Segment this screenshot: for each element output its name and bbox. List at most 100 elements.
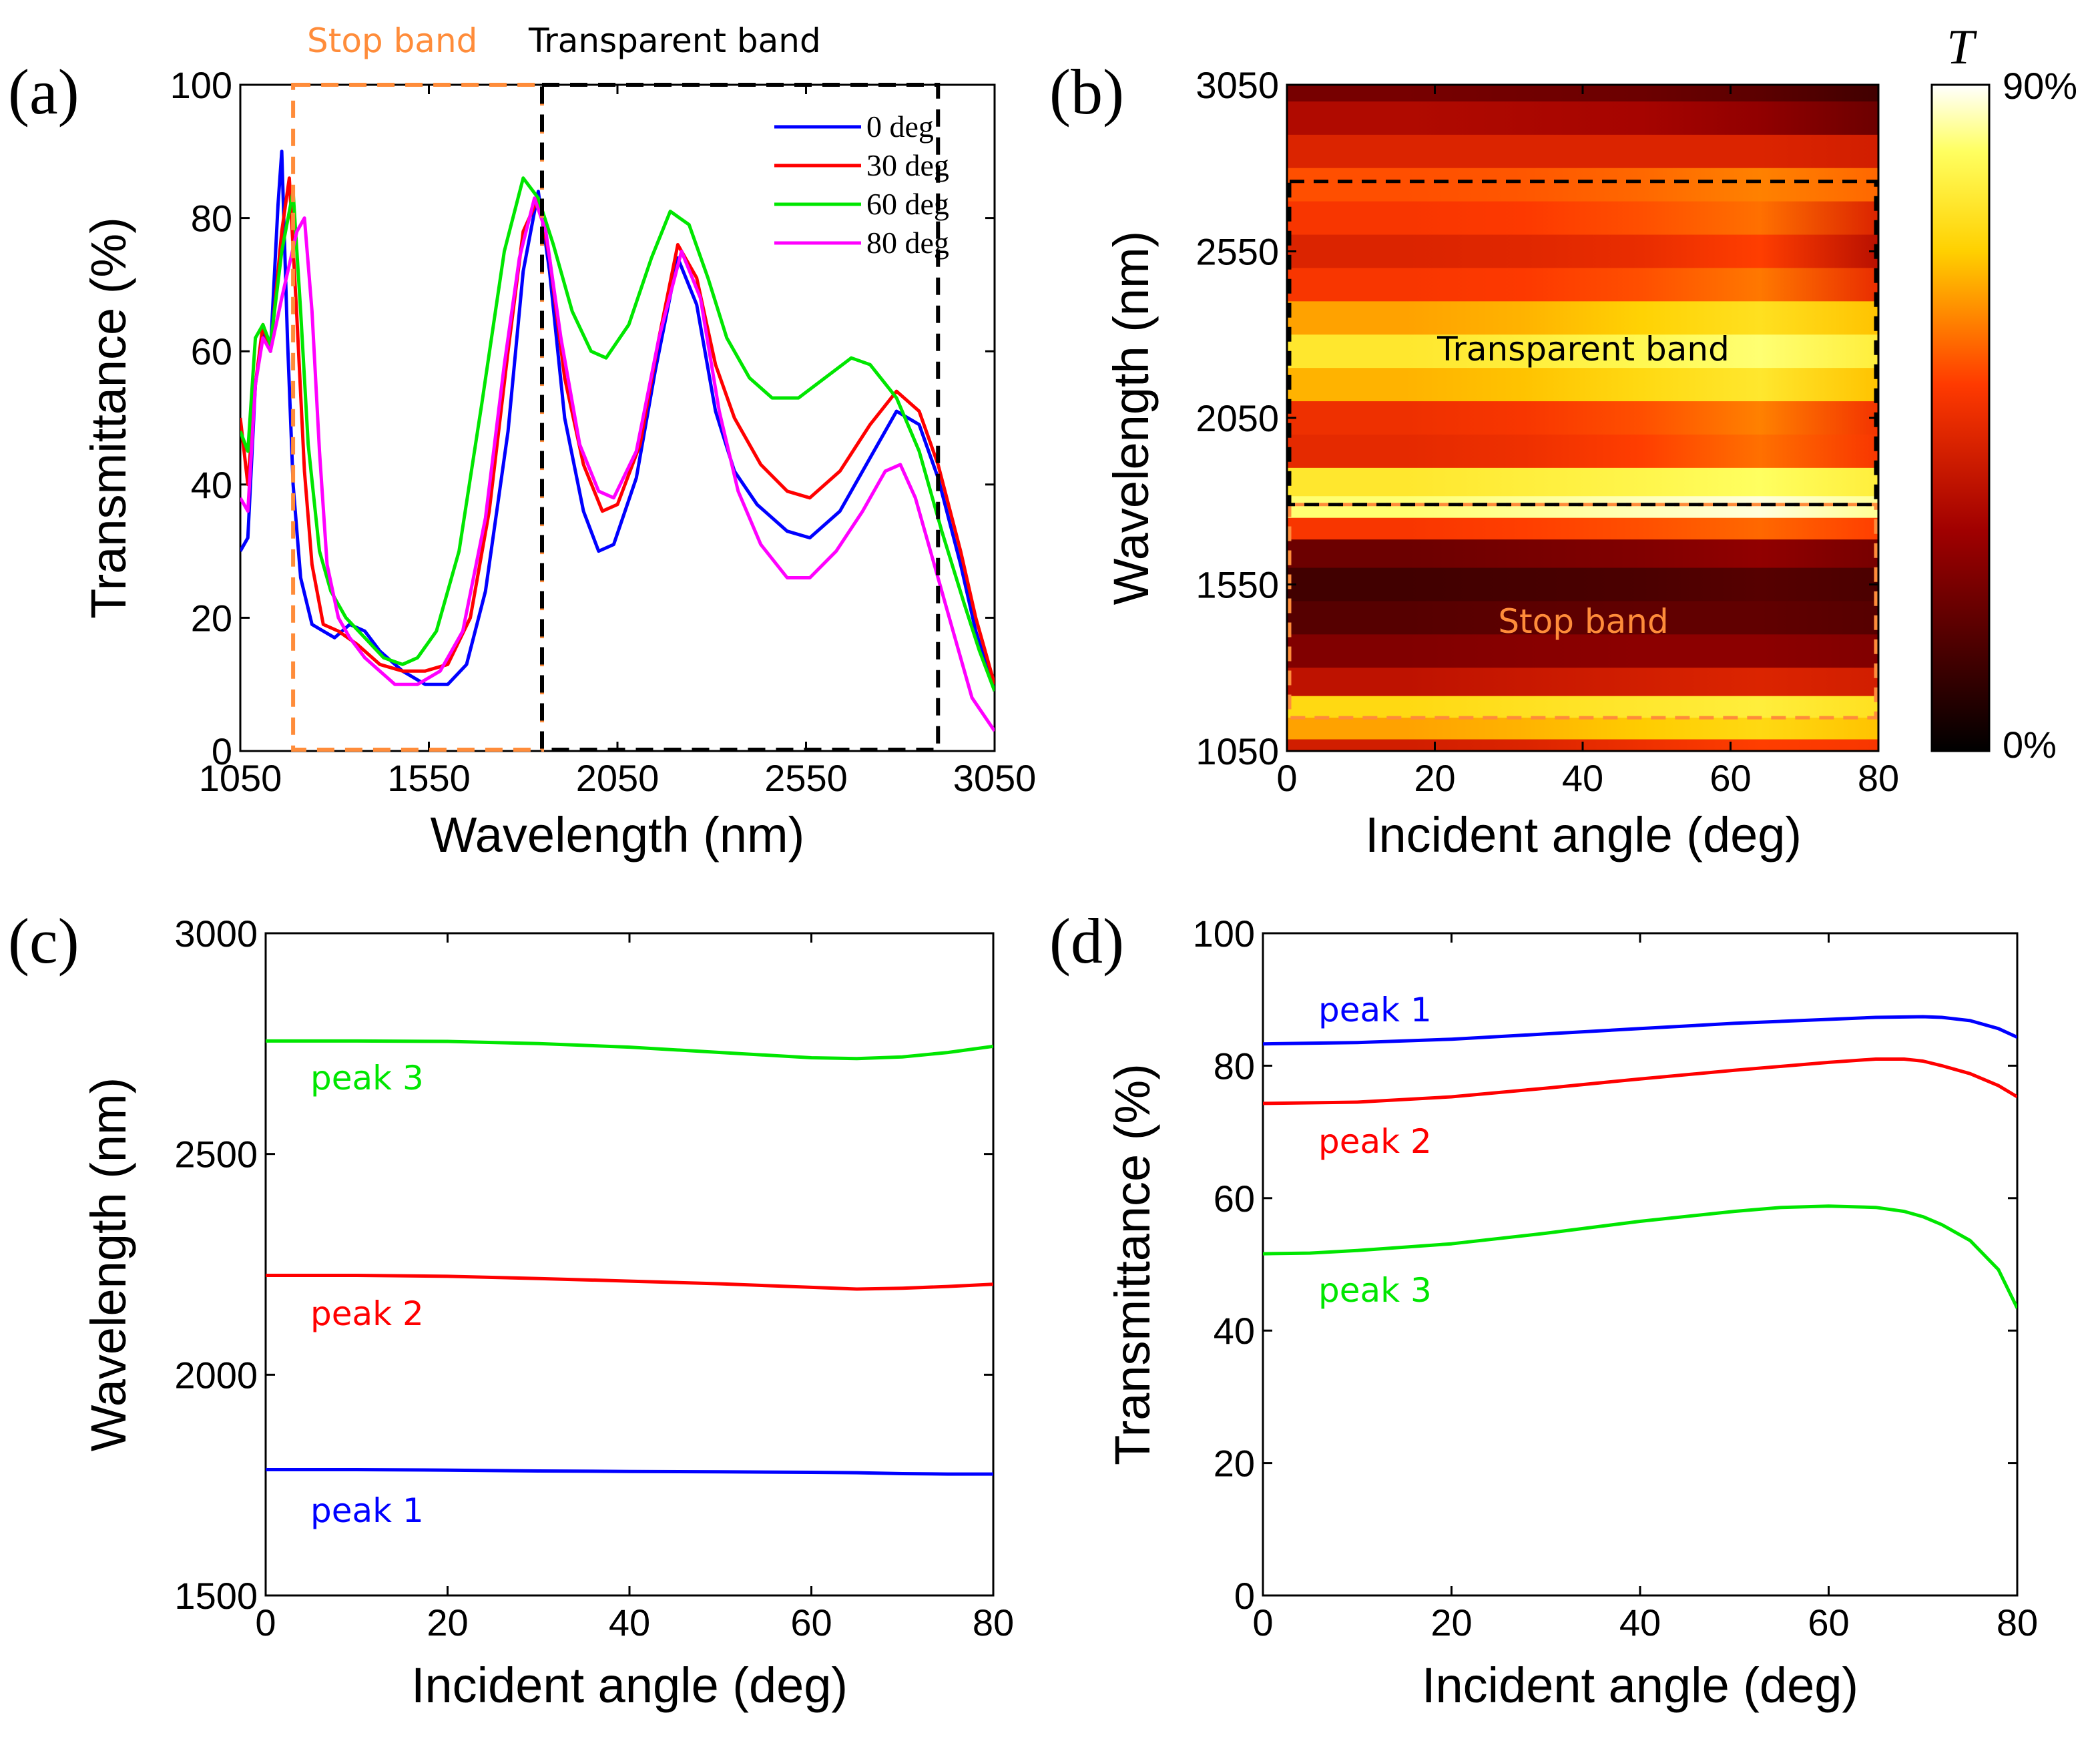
panel-c-ticks: 0 20 40 60 80 1500 2000 2500 3000 — [174, 913, 1014, 1644]
panel-b-stop-band-label: Stop band — [1498, 602, 1668, 641]
panel-a-legend-label: 60 deg — [866, 187, 949, 221]
panel-d-xtick-label: 20 — [1430, 1601, 1472, 1644]
panel-d-xlabel: Incident angle (deg) — [1422, 1658, 1858, 1713]
panel-d-xtick-label: 80 — [1997, 1601, 2038, 1644]
panel-a-legend-label: 30 deg — [866, 148, 949, 182]
panel-c-xtick-label: 20 — [427, 1601, 468, 1644]
panel-a-ytick-label: 40 — [191, 464, 232, 506]
panel-b-colorbar-title: T — [1946, 20, 1977, 75]
panel-d-peak3-label: peak 3 — [1318, 1271, 1432, 1310]
panel-c-peak2-label: peak 2 — [310, 1294, 424, 1333]
panel-d-lines — [1263, 1015, 2017, 1309]
panel-b-heat-row — [1287, 334, 1878, 369]
panel-b-heat-row — [1287, 567, 1878, 602]
panel-b-heat-row — [1287, 539, 1878, 569]
panel-c-series-peak-2 — [266, 1274, 993, 1291]
panel-b-xlabel: Incident angle (deg) — [1365, 807, 1802, 862]
panel-b-heat-row — [1287, 234, 1878, 269]
panel-a: (a) 1050 1550 2050 2550 3050 0 20 40 60 80 100 Sto… — [8, 21, 1036, 862]
panel-b-xtick-label: 0 — [1276, 757, 1297, 799]
panel-b-heat-row — [1287, 696, 1878, 719]
panel-a-legend-label: 80 deg — [866, 226, 949, 260]
panel-b-heat-row — [1287, 401, 1878, 435]
panel-d-xtick-label: 60 — [1808, 1601, 1849, 1644]
panel-b-ytick-label: 1550 — [1196, 564, 1279, 606]
panel-a-xtick-label: 2050 — [576, 757, 660, 799]
panel-c-lines — [266, 1039, 993, 1476]
panel-b-heat-row — [1287, 368, 1878, 403]
panel-b-heatmap — [1287, 85, 1878, 752]
panel-b-colorbar — [1930, 83, 1991, 752]
panel-a-xtick-label: 1050 — [199, 757, 282, 799]
panel-c: (c) 0 20 40 60 80 1500 2000 2500 3000 peak 3 pea… — [8, 905, 1014, 1713]
panel-d-ticks: 0 20 40 60 80 0 20 40 60 80 100 — [1193, 913, 2039, 1644]
panel-a-stop-band-box — [291, 83, 544, 752]
panel-d-series-peak-3 — [1263, 1204, 2017, 1309]
panel-b-colorbar-max: 90% — [2003, 65, 2077, 107]
panel-b-heat-row — [1287, 718, 1878, 740]
panel-b-transparent-band-box — [1288, 180, 1878, 507]
panel-b-heat-row — [1287, 517, 1878, 541]
panel-b-ticks: 0 20 40 60 80 1050 1550 2050 2550 3050 — [1196, 64, 1899, 799]
panel-c-xtick-label: 80 — [973, 1601, 1014, 1644]
panel-b-heat-row — [1287, 467, 1878, 497]
panel-a-ticks: 1050 1550 2050 2550 3050 0 20 40 60 80 100 — [170, 64, 1037, 799]
panel-a-ylabel: Transmittance (%) — [81, 217, 136, 619]
panel-c-label: (c) — [8, 905, 79, 977]
panel-a-legend: 0 deg 30 deg 60 deg 80 deg — [774, 109, 949, 260]
panel-b-bands — [1288, 180, 1878, 720]
panel-b-heat-row — [1287, 496, 1878, 519]
panel-d-ytick-label: 20 — [1214, 1443, 1255, 1485]
panel-b-ytick-label: 2550 — [1196, 231, 1279, 273]
panel-c-ytick-label: 2500 — [174, 1134, 258, 1176]
panel-a-xtick-label: 3050 — [953, 757, 1037, 799]
panel-a-xlabel: Wavelength (nm) — [431, 807, 805, 862]
panel-d-xtick-label: 40 — [1619, 1601, 1661, 1644]
panel-d-frame — [1262, 932, 2019, 1597]
panel-b-heat-row — [1287, 268, 1878, 302]
panel-b: (b) 0 20 40 60 80 1050 1550 2050 2550 3050 Transp… — [1049, 20, 2077, 862]
panel-a-frame — [239, 83, 996, 752]
panel-b-ylabel: Wavelength (nm) — [1103, 231, 1159, 605]
panel-b-ytick-label: 1050 — [1196, 730, 1279, 772]
panel-c-xtick-label: 60 — [790, 1601, 832, 1644]
panel-a-ytick-label: 60 — [191, 330, 232, 372]
panel-b-label: (b) — [1049, 56, 1124, 128]
panel-a-label: (a) — [8, 56, 79, 128]
panel-c-ytick-label: 1500 — [174, 1575, 258, 1617]
panel-d-label: (d) — [1049, 905, 1124, 977]
panel-d-series-peak-1 — [1263, 1015, 2017, 1046]
panel-a-series-0-deg — [240, 150, 995, 692]
panel-a-transparent-band-label: Transparent band — [528, 21, 821, 60]
panel-d-ytick-label: 80 — [1214, 1045, 1255, 1087]
panel-c-xtick-label: 0 — [255, 1601, 276, 1644]
panel-a-ytick-label: 100 — [170, 64, 232, 106]
panel-c-ytick-label: 3000 — [174, 913, 258, 955]
panel-b-heat-row — [1287, 601, 1878, 636]
panel-b-xtick-label: 80 — [1858, 757, 1899, 799]
panel-a-stop-band-label: Stop band — [307, 21, 477, 60]
panel-a-bands — [291, 83, 941, 752]
panel-d-peak1-label: peak 1 — [1318, 991, 1432, 1029]
panel-c-xlabel: Incident angle (deg) — [411, 1658, 848, 1713]
panel-c-series-peak-1 — [266, 1468, 993, 1476]
panel-d-ytick-label: 0 — [1234, 1575, 1255, 1617]
panel-b-heat-row — [1287, 434, 1878, 469]
panel-b-heat-row — [1287, 134, 1878, 169]
panel-b-colorbar-min: 0% — [2003, 724, 2057, 766]
panel-c-ytick-label: 2000 — [174, 1354, 258, 1396]
panel-b-ytick-label: 3050 — [1196, 64, 1279, 106]
panel-d-peak2-label: peak 2 — [1318, 1122, 1432, 1161]
panel-c-peak3-label: peak 3 — [310, 1059, 424, 1097]
panel-a-legend-label: 0 deg — [866, 109, 934, 144]
panel-b-heat-row — [1287, 201, 1878, 236]
panel-a-series-80-deg — [240, 196, 995, 732]
panel-c-peak1-label: peak 1 — [310, 1491, 424, 1530]
panel-b-heat-row — [1287, 668, 1878, 697]
panel-b-xtick-label: 20 — [1414, 757, 1455, 799]
panel-a-ytick-label: 0 — [212, 730, 232, 772]
panel-c-series-peak-3 — [266, 1039, 993, 1061]
panel-d-series-peak-2 — [1263, 1057, 2017, 1105]
